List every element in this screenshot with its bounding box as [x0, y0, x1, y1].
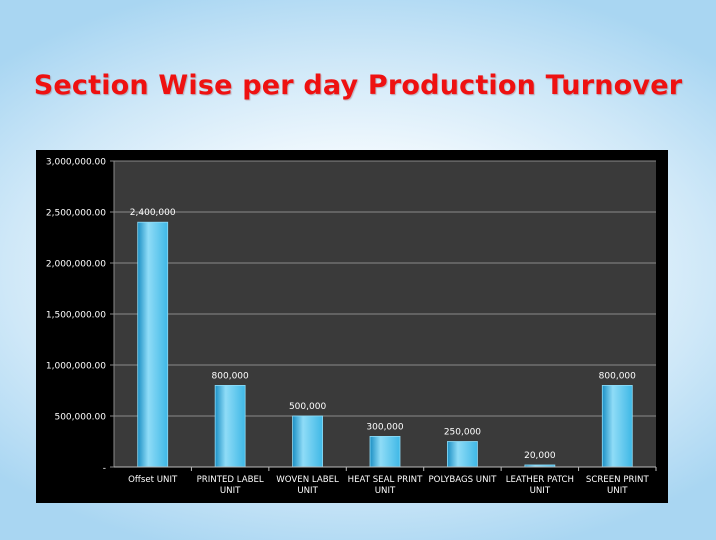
x-tick-label: UNIT — [607, 486, 628, 496]
bar — [137, 221, 169, 468]
bar — [601, 384, 633, 468]
x-tick-label: UNIT — [220, 486, 241, 496]
x-tick-label: POLYBAGS UNIT — [429, 475, 498, 485]
data-label: 2,400,000 — [130, 208, 176, 218]
data-label: 500,000 — [289, 402, 326, 412]
bar-chart: - 500,000.00 1,000,000.00 1,500,000.00 2,000… — [46, 158, 657, 496]
y-tick-label: 1,500,000.00 — [46, 311, 106, 321]
bar — [214, 384, 246, 468]
y-tick-label: 2,000,000.00 — [46, 260, 106, 270]
y-axis: - 500,000.00 1,000,000.00 1,500,000.00 2,000… — [46, 158, 115, 474]
chart-title: Section Wise per day Production Turnover — [33, 70, 683, 101]
x-tick-label: UNIT — [375, 486, 396, 496]
chart-container: - 500,000.00 1,000,000.00 1,500,000.00 2,000… — [36, 150, 668, 503]
y-tick-label: 3,000,000.00 — [46, 158, 106, 168]
x-tick-label: UNIT — [530, 486, 551, 496]
x-tick-label: PRINTED LABEL — [197, 475, 264, 485]
x-tick-label: SCREEN PRINT — [586, 475, 650, 485]
data-label: 20,000 — [524, 451, 556, 461]
y-tick-label: 500,000.00 — [54, 413, 106, 423]
y-tick-label: - — [103, 464, 106, 474]
bars: 2,400,000 800,000 500,000 300,000 250,000 20,… — [130, 208, 636, 468]
x-tick-label: Offset UNIT — [128, 475, 178, 485]
x-tick-label: HEAT SEAL PRINT — [348, 475, 423, 485]
x-tick-label: LEATHER PATCH — [506, 475, 574, 485]
data-label: 800,000 — [212, 371, 249, 381]
bar — [447, 441, 478, 468]
data-label: 300,000 — [366, 422, 403, 432]
bar — [369, 435, 401, 468]
gridlines — [114, 160, 656, 417]
data-label: 800,000 — [599, 371, 636, 381]
y-tick-label: 1,000,000.00 — [46, 362, 106, 372]
bar — [292, 415, 323, 468]
y-tick-label: 2,500,000.00 — [46, 209, 106, 219]
x-tick-label: WOVEN LABEL — [276, 475, 339, 485]
x-tick-label: UNIT — [297, 486, 318, 496]
data-label: 250,000 — [444, 428, 481, 438]
